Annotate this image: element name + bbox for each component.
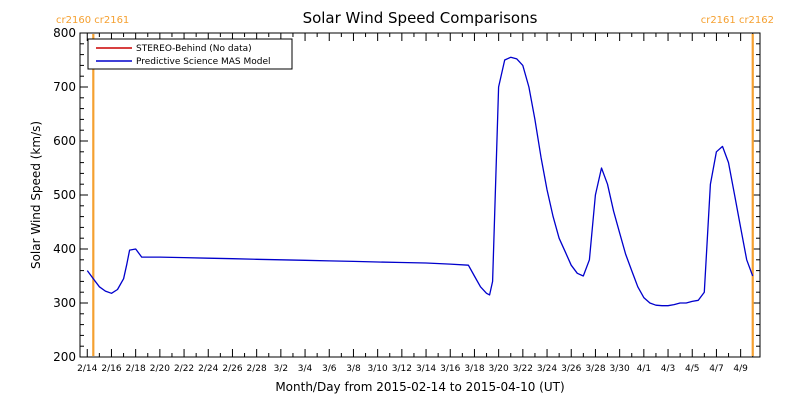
plot-frame	[79, 32, 761, 358]
legend: STEREO-Behind (No data) Predictive Scien…	[87, 38, 293, 70]
x-tick-label-5: 2/24	[198, 364, 218, 374]
chart-title: Solar Wind Speed Comparisons	[303, 9, 538, 27]
x-tick-label-19: 3/24	[537, 364, 557, 374]
y-tick-label-200: 200	[53, 350, 76, 364]
x-tick-label-1: 2/16	[101, 364, 121, 374]
x-tick-label-9: 3/4	[298, 364, 313, 374]
legend-label-mas: Predictive Science MAS Model	[136, 57, 271, 67]
x-axis-label: Month/Day from 2015-02-14 to 2015-04-10 …	[275, 380, 564, 394]
x-tick-label-27: 4/9	[733, 364, 748, 374]
carrington-boundaries	[92, 34, 754, 356]
x-tick-label-11: 3/8	[346, 364, 361, 374]
x-tick-label-3: 2/20	[150, 364, 170, 374]
x-tick-label-13: 3/12	[392, 364, 412, 374]
x-tick-label-4: 2/22	[174, 364, 194, 374]
legend-box	[87, 38, 293, 70]
x-tick-label-6: 2/26	[222, 364, 242, 374]
y-tick-label-300: 300	[53, 296, 76, 310]
x-tick-label-14: 3/14	[416, 364, 436, 374]
series-line-mas-model	[86, 56, 754, 307]
y-tick-label-700: 700	[53, 80, 76, 94]
series-layer	[86, 56, 754, 307]
y-tick-label-800: 800	[53, 26, 76, 40]
x-tick-label-26: 4/7	[709, 364, 723, 374]
y-tick-label-600: 600	[53, 134, 76, 148]
x-tick-label-7: 2/28	[247, 364, 267, 374]
x-tick-label-15: 3/16	[440, 364, 460, 374]
x-tick-label-23: 4/1	[637, 364, 651, 374]
carrington-label-left: cr2160 cr2161	[56, 15, 129, 26]
x-axis: 2/14 2/16 2/18 2/20 2/22 2/24 2/26 2/28 3/2 3/4 3/…	[77, 33, 754, 374]
x-tick-label-10: 3/6	[322, 364, 337, 374]
y-tick-label-400: 400	[53, 242, 76, 256]
x-tick-label-12: 3/10	[368, 364, 388, 374]
legend-label-stereo: STEREO-Behind (No data)	[136, 44, 252, 54]
x-tick-label-0: 2/14	[77, 364, 97, 374]
carrington-label-right: cr2161 cr2162	[701, 15, 774, 26]
y-tick-label-500: 500	[53, 188, 76, 202]
x-tick-label-18: 3/22	[513, 364, 533, 374]
x-tick-label-2: 2/18	[126, 364, 146, 374]
x-tick-label-17: 3/20	[489, 364, 509, 374]
x-tick-label-24: 4/3	[661, 364, 675, 374]
x-tick-label-16: 3/18	[464, 364, 484, 374]
x-tick-label-25: 4/5	[685, 364, 699, 374]
x-tick-label-20: 3/26	[561, 364, 581, 374]
x-tick-label-22: 3/30	[610, 364, 630, 374]
y-axis-label: Solar Wind Speed (km/s)	[29, 121, 43, 269]
y-axis: 200 300 400 500 600 700 800	[53, 26, 760, 364]
x-tick-label-8: 3/2	[274, 364, 288, 374]
x-tick-label-21: 3/28	[585, 364, 605, 374]
